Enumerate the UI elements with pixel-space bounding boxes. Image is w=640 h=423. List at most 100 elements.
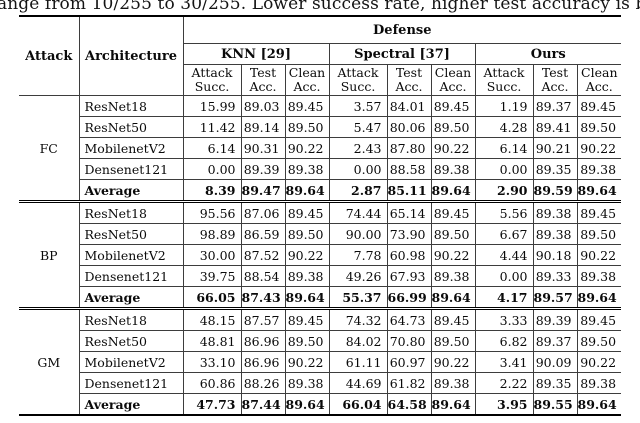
value-cell: 6.14: [474, 137, 533, 159]
value-cell: 89.57: [532, 286, 577, 309]
col-header-attack: Attack: [19, 16, 80, 96]
value-cell: 48.81: [182, 330, 241, 352]
value-cell: 89.45: [430, 200, 475, 224]
value-cell: 90.22: [284, 351, 329, 373]
value-cell: 74.32: [328, 307, 387, 331]
architecture-cell: Average: [79, 179, 184, 202]
value-cell: 1.19: [474, 95, 533, 117]
value-cell: 89.50: [284, 116, 329, 138]
table-row: Densenet121 0.00 89.39 89.38 0.00 88.58 89.38 0…: [19, 158, 622, 180]
value-cell: 89.50: [576, 116, 622, 138]
value-cell: 89.47: [240, 179, 285, 202]
attack-group-label: BP: [19, 200, 80, 309]
value-cell: 65.14: [386, 200, 431, 224]
table-row: BP ResNet18 95.56 87.06 89.45 74.44 65.14 89.45…: [19, 200, 622, 309]
architecture-cell: ResNet18: [79, 200, 184, 224]
architecture-cell: Densenet121: [79, 158, 184, 180]
value-cell: 6.67: [474, 223, 533, 245]
attack-block-fc: FC ResNet18 15.99 89.03 89.45 3.57 84.01 89.45 1…: [19, 95, 622, 202]
value-cell: 89.64: [430, 179, 475, 202]
value-cell: 48.15: [182, 307, 241, 331]
value-cell: 66.05: [182, 286, 241, 309]
value-cell: 2.90: [474, 179, 533, 202]
value-cell: 89.38: [576, 372, 622, 394]
value-cell: 89.50: [430, 116, 475, 138]
value-cell: 60.97: [386, 351, 431, 373]
value-cell: 89.55: [532, 393, 577, 415]
value-cell: 89.50: [430, 223, 475, 245]
table-row: ResNet50 98.89 86.59 89.50 90.00 73.90 89.50 6.…: [19, 223, 622, 245]
value-cell: 3.41: [474, 351, 533, 373]
architecture-cell: MobilenetV2: [79, 244, 184, 266]
col-header-clean-acc: Clean Acc.: [576, 64, 622, 96]
attack-group-label: FC: [19, 95, 80, 202]
value-cell: 89.38: [532, 200, 577, 224]
architecture-cell: Average: [79, 286, 184, 309]
col-header-knn: KNN [29]: [182, 43, 329, 65]
table-row: GM ResNet18 48.15 87.57 89.45 74.32 64.73 89.45…: [19, 307, 622, 415]
value-cell: 89.45: [576, 307, 622, 331]
value-cell: 89.64: [284, 286, 329, 309]
col-header-test-acc: Test Acc.: [240, 64, 285, 96]
value-cell: 90.22: [576, 137, 622, 159]
value-cell: 5.47: [328, 116, 387, 138]
header-row-defense: Attack Architecture Defense: [19, 16, 622, 96]
value-cell: 89.45: [576, 95, 622, 117]
value-cell: 90.22: [284, 244, 329, 266]
value-cell: 2.43: [328, 137, 387, 159]
value-cell: 89.33: [532, 265, 577, 287]
value-cell: 0.00: [474, 158, 533, 180]
value-cell: 8.39: [182, 179, 241, 202]
value-cell: 80.06: [386, 116, 431, 138]
value-cell: 89.03: [240, 95, 285, 117]
value-cell: 49.26: [328, 265, 387, 287]
value-cell: 88.26: [240, 372, 285, 394]
table-header: Attack Architecture Defense KNN [29] Spe…: [19, 16, 622, 96]
value-cell: 3.95: [474, 393, 533, 415]
value-cell: 70.80: [386, 330, 431, 352]
value-cell: 64.73: [386, 307, 431, 331]
col-header-attack-succ: Attack Succ.: [328, 64, 387, 96]
value-cell: 89.38: [430, 158, 475, 180]
col-header-test-acc: Test Acc.: [386, 64, 431, 96]
table-row: MobilenetV2 33.10 86.96 90.22 61.11 60.97 90.2…: [19, 351, 622, 373]
value-cell: 90.00: [328, 223, 387, 245]
value-cell: 4.44: [474, 244, 533, 266]
value-cell: 0.00: [328, 158, 387, 180]
value-cell: 89.41: [532, 116, 577, 138]
value-cell: 90.22: [576, 351, 622, 373]
value-cell: 95.56: [182, 200, 241, 224]
value-cell: 89.37: [532, 95, 577, 117]
value-cell: 89.45: [284, 307, 329, 331]
value-cell: 90.22: [576, 244, 622, 266]
header-row-metrics: Attack Succ. Test Acc. Clean Acc. Attack Suc…: [19, 64, 622, 96]
architecture-cell: ResNet50: [79, 116, 184, 138]
col-header-architecture: Architecture: [79, 16, 184, 96]
value-cell: 6.14: [182, 137, 241, 159]
header-row-methods: KNN [29] Spectral [37] Ours: [19, 43, 622, 65]
table-row: MobilenetV2 30.00 87.52 90.22 7.78 60.98 90.22…: [19, 244, 622, 266]
value-cell: 73.90: [386, 223, 431, 245]
col-header-defense: Defense: [183, 16, 622, 44]
value-cell: 89.50: [284, 330, 329, 352]
value-cell: 74.44: [328, 200, 387, 224]
value-cell: 30.00: [182, 244, 241, 266]
value-cell: 89.38: [576, 265, 622, 287]
value-cell: 89.35: [532, 372, 577, 394]
value-cell: 61.11: [328, 351, 387, 373]
table-row: FC ResNet18 15.99 89.03 89.45 3.57 84.01 89.45 1…: [19, 95, 622, 202]
value-cell: 7.78: [328, 244, 387, 266]
value-cell: 89.50: [284, 223, 329, 245]
value-cell: 55.37: [328, 286, 387, 309]
value-cell: 3.33: [474, 307, 533, 331]
value-cell: 87.57: [240, 307, 285, 331]
value-cell: 89.64: [430, 286, 475, 309]
value-cell: 89.59: [532, 179, 577, 202]
col-header-ours: Ours: [474, 43, 622, 65]
attack-block-bp: BP ResNet18 95.56 87.06 89.45 74.44 65.14 89.45…: [19, 200, 622, 309]
value-cell: 89.64: [284, 179, 329, 202]
attack-group-label: GM: [19, 307, 80, 415]
value-cell: 89.38: [430, 265, 475, 287]
average-row: Average 47.73 87.44 89.64 66.04 64.58 89.64 3.9…: [19, 393, 622, 415]
value-cell: 88.54: [240, 265, 285, 287]
